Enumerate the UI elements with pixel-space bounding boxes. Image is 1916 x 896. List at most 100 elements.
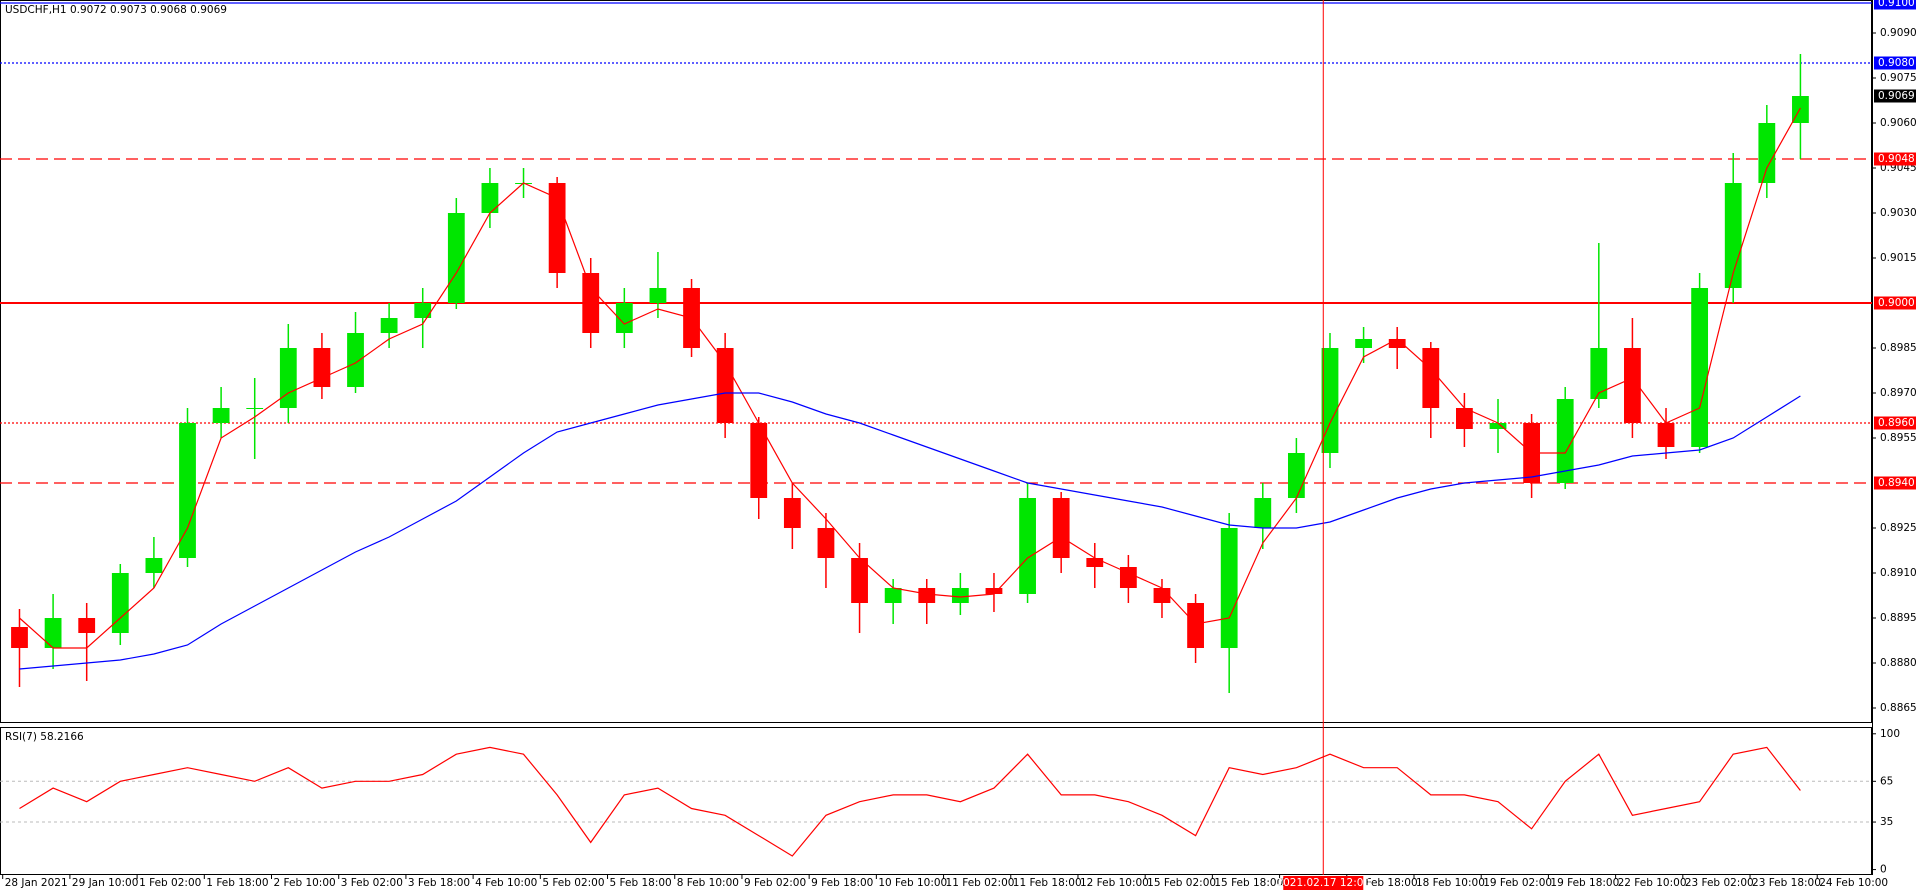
- pane-frame: [0, 727, 1872, 875]
- x-tick-label: 22 Feb 10:00: [1618, 877, 1687, 889]
- candle-body: [212, 408, 230, 423]
- candle-body: [783, 498, 801, 528]
- candle-body: [1388, 339, 1406, 348]
- x-tick-label: 5 Feb 18:00: [610, 877, 672, 889]
- x-tick-label: 1 Feb 18:00: [206, 877, 268, 889]
- candle-body: [716, 348, 734, 423]
- candle-body: [884, 588, 902, 603]
- candle-body: [817, 528, 835, 558]
- level-label: 0.8940: [1878, 477, 1915, 489]
- level-label: 0.9080: [1878, 57, 1915, 69]
- y-tick-label: 0.8895: [1880, 612, 1916, 624]
- candle-body: [1321, 348, 1339, 453]
- candle-body: [313, 348, 331, 387]
- y-tick-label: 0.8985: [1880, 342, 1916, 354]
- candle-body: [414, 303, 432, 318]
- candle-body: [1086, 558, 1104, 567]
- candle-body: [1019, 498, 1036, 594]
- x-tick-label: 18 Feb 10:00: [1416, 877, 1485, 889]
- y-tick-label: 0.8865: [1880, 702, 1916, 714]
- level-label: 0.9048: [1878, 153, 1915, 165]
- x-tick-label: 8 Feb 10:00: [677, 877, 739, 889]
- candle-body: [851, 558, 868, 603]
- candle-body: [1590, 348, 1608, 399]
- pane-title: RSI(7) 58.2166: [5, 731, 84, 743]
- line-series: [19, 746, 1801, 857]
- candle-body: [951, 588, 969, 603]
- x-tick-label: 24 Feb 10:00: [1819, 877, 1888, 889]
- x-tick-label: 15 Feb 18:00: [1214, 877, 1283, 889]
- x-tick-label: 29 Jan 10:00: [72, 877, 138, 889]
- candle-body: [1691, 288, 1709, 447]
- x-tick-label: 11 Feb 18:00: [1013, 877, 1082, 889]
- level-label-box: [1874, 0, 1916, 10]
- y-tick-label: 0.9090: [1880, 27, 1916, 39]
- x-tick-label: 9 Feb 02:00: [744, 877, 806, 889]
- candle-body: [1153, 588, 1171, 603]
- x-tick-label: 17 Feb 18:00: [1349, 877, 1418, 889]
- pane-title: USDCHF,H1 0.9072 0.9073 0.9068 0.9069: [5, 4, 227, 16]
- y-tick-label: 0: [1880, 864, 1887, 876]
- candle-body: [78, 618, 96, 633]
- level-label-box: [1874, 296, 1916, 310]
- candle-body: [11, 627, 28, 648]
- candle-body: [1254, 498, 1272, 528]
- y-tick-label: 35: [1880, 816, 1893, 828]
- level-label-box: [1874, 152, 1916, 166]
- candle-body: [1287, 453, 1305, 498]
- line-series: [19, 392, 1801, 670]
- crosshair-label-box: [1283, 876, 1364, 890]
- x-tick-label: 11 Feb 02:00: [946, 877, 1015, 889]
- candle-body: [649, 288, 667, 303]
- x-tick-label: 28 Jan 2021: [5, 877, 68, 889]
- candle-body: [481, 183, 499, 213]
- y-tick-label: 0.8955: [1880, 432, 1916, 444]
- x-tick-label: 1 Feb 02:00: [139, 877, 201, 889]
- y-tick-label: 0.9075: [1880, 72, 1916, 84]
- level-label: 0.9100: [1878, 0, 1915, 9]
- candle-body: [615, 303, 633, 333]
- candle-body: [582, 273, 600, 333]
- level-label-box: [1874, 476, 1916, 490]
- candle-body: [918, 588, 936, 603]
- candle-body: [1758, 123, 1776, 183]
- level-label: 0.8960: [1878, 417, 1915, 429]
- x-tick-label: 23 Feb 02:00: [1685, 877, 1754, 889]
- candle-body: [1422, 348, 1440, 408]
- x-tick-label: 3 Feb 02:00: [341, 877, 403, 889]
- candle-body: [1119, 567, 1137, 588]
- candle-body: [1624, 348, 1641, 423]
- candle-body: [447, 213, 465, 303]
- current-price-label: 0.9069: [1878, 90, 1915, 102]
- candle-body: [380, 318, 398, 333]
- level-label: 0.9000: [1878, 297, 1915, 309]
- y-tick-label: 65: [1880, 775, 1893, 787]
- line-series: [19, 107, 1801, 649]
- candle-body: [1052, 498, 1070, 558]
- x-tick-label: 19 Feb 18:00: [1550, 877, 1619, 889]
- y-tick-label: 0.8880: [1880, 657, 1916, 669]
- candle-body: [44, 618, 62, 648]
- y-tick-label: 0.9030: [1880, 207, 1916, 219]
- level-label-box: [1874, 56, 1916, 70]
- x-tick-label: 4 Feb 10:00: [475, 877, 537, 889]
- candle-body: [1456, 408, 1473, 429]
- candle-body: [1556, 399, 1574, 483]
- y-tick-label: 0.8970: [1880, 387, 1916, 399]
- x-tick-label: 12 Feb 10:00: [1080, 877, 1149, 889]
- x-tick-label: 23 Feb 18:00: [1752, 877, 1821, 889]
- current-price-box: [1874, 89, 1916, 103]
- x-tick-label: 9 Feb 18:00: [811, 877, 873, 889]
- x-tick-label: 15 Feb 02:00: [1147, 877, 1216, 889]
- overlay: 0.9100 0.9080 0.9048 0.9000 0.8960 0.8940 0.90…: [1276, 0, 1916, 890]
- candle-body: [548, 183, 566, 273]
- candle-body: [1657, 423, 1675, 447]
- candle-body: [347, 333, 364, 387]
- y-tick-label: 100: [1880, 728, 1900, 740]
- candle-body: [985, 588, 1003, 594]
- candle-body: [145, 558, 163, 573]
- y-tick-label: 0.9060: [1880, 117, 1916, 129]
